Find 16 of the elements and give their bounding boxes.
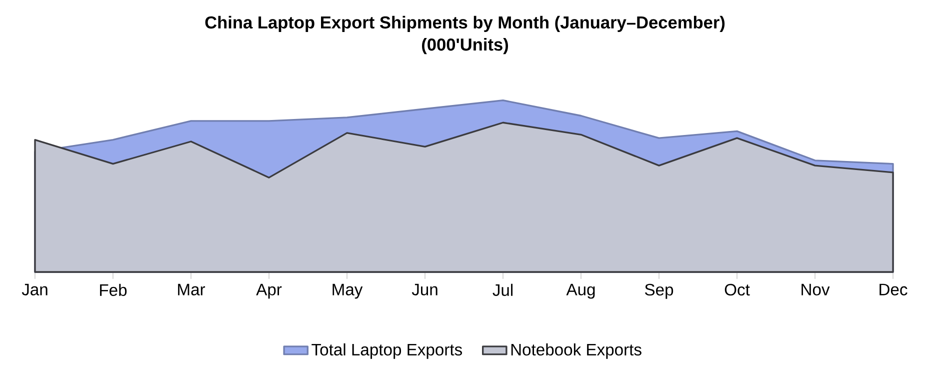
- x-tick-label: Jan: [22, 284, 48, 296]
- x-tick-label: May: [332, 284, 363, 299]
- chart-title: China Laptop Export Shipments by Month (January–December): [205, 16, 725, 32]
- chart-subtitle: (000'Units): [422, 38, 508, 54]
- x-tick-label: Feb: [100, 284, 127, 296]
- legend-label: Notebook Exports: [511, 343, 642, 359]
- x-tick-label: Dec: [880, 284, 908, 296]
- x-tick-label: Jun: [412, 284, 438, 296]
- x-tick-label: Oct: [724, 284, 750, 296]
- x-tick-label: Jul: [492, 284, 513, 296]
- x-tick-label: Sep: [644, 284, 674, 299]
- x-tick-label: Aug: [566, 284, 595, 299]
- x-tick-label: Nov: [802, 284, 830, 296]
- legend-label: Total Laptop Exports: [312, 343, 462, 359]
- x-tick-label: Mar: [178, 284, 206, 296]
- x-tick-label: Apr: [256, 284, 282, 299]
